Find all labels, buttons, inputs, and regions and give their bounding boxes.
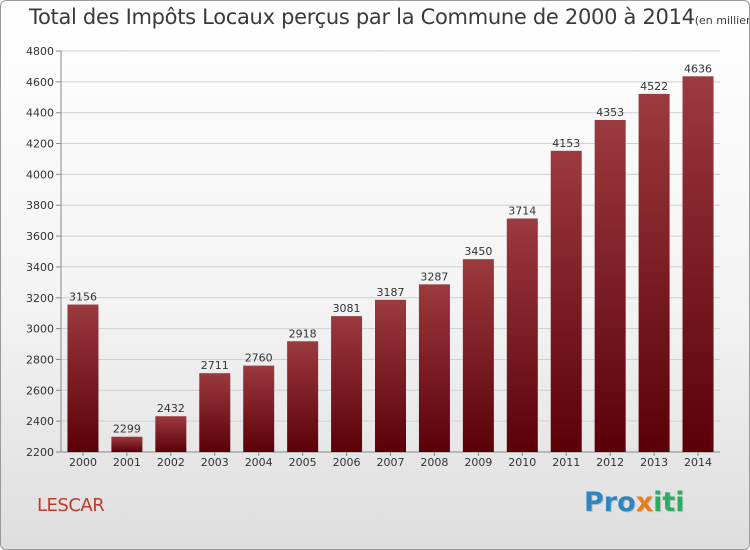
y-tick-label: 2400: [26, 415, 54, 428]
bar-2005: [287, 341, 319, 452]
x-tick-label-2010: 2010: [508, 456, 536, 469]
bar-2014: [682, 76, 714, 452]
bar-2009: [462, 259, 494, 452]
x-tick-label-2009: 2009: [464, 456, 492, 469]
x-tick-label-2014: 2014: [684, 456, 712, 469]
bar-2001: [111, 436, 143, 452]
bar-2000: [67, 304, 99, 452]
logo-letter: i: [653, 487, 663, 518]
commune-name: LESCAR: [37, 495, 105, 516]
bar-2006: [331, 316, 363, 452]
y-tick-label: 3600: [26, 230, 54, 243]
y-tick-label: 3200: [26, 292, 54, 305]
data-label-2009: 3450: [464, 245, 492, 258]
logo-letter: x: [635, 487, 654, 518]
y-tick-label: 4600: [26, 76, 54, 89]
bar-2007: [375, 299, 406, 452]
y-tick-label: 4800: [26, 45, 54, 58]
x-tick-label-2001: 2001: [113, 456, 141, 469]
y-tick-label: 2800: [26, 353, 54, 366]
data-label-2007: 3187: [377, 286, 405, 299]
logo-letter: P: [584, 487, 604, 518]
y-tick-label: 4200: [26, 138, 54, 151]
bar-2004: [243, 365, 275, 452]
data-label-2000: 3156: [69, 291, 97, 304]
bar-2013: [638, 93, 670, 452]
chart-unit-note: (en milliers d'€): [694, 14, 749, 27]
y-tick-label: 4000: [26, 168, 54, 181]
x-tick-label-2006: 2006: [333, 456, 361, 469]
proxiti-logo: Proxiti: [584, 487, 685, 518]
logo-letter: i: [675, 487, 685, 518]
y-tick-label: 2200: [26, 446, 54, 459]
y-tick-label: 3800: [26, 199, 54, 212]
data-label-2002: 2432: [157, 402, 185, 415]
x-tick-label-2004: 2004: [245, 456, 273, 469]
x-tick-label-2012: 2012: [596, 456, 624, 469]
bar-2002: [155, 416, 187, 452]
data-label-2006: 3081: [333, 302, 361, 315]
x-tick-label-2013: 2013: [640, 456, 668, 469]
data-label-2010: 3714: [508, 204, 536, 217]
data-label-2011: 4153: [552, 137, 580, 150]
chart-title-text: Total des Impôts Locaux perçus par la Co…: [29, 5, 695, 29]
data-label-2003: 2711: [201, 359, 229, 372]
y-tick-label: 4400: [26, 107, 54, 120]
logo-letter: t: [662, 487, 676, 518]
x-tick-labels: 2000 2001 2002 2003 2004 2005 2006 2007 2008 2009…: [69, 452, 712, 469]
x-tick-label-2002: 2002: [157, 456, 185, 469]
y-tick-label: 3000: [26, 323, 54, 336]
x-tick-label-2011: 2011: [552, 456, 580, 469]
x-tick-label-2007: 2007: [377, 456, 405, 469]
bar-2011: [550, 150, 582, 453]
data-label-2014: 4636: [684, 62, 712, 75]
logo-letter: o: [617, 487, 636, 518]
data-label-2012: 4353: [596, 106, 624, 119]
data-label-2004: 2760: [245, 352, 273, 365]
y-tick-label: 2600: [26, 384, 54, 397]
data-label-2005: 2918: [289, 327, 317, 340]
bar-2008: [418, 284, 450, 452]
bar-2012: [594, 119, 626, 452]
data-label-2008: 3287: [420, 270, 448, 283]
bar-2010: [506, 218, 538, 452]
y-tick-label: 3400: [26, 261, 54, 274]
x-tick-label-2003: 2003: [201, 456, 229, 469]
data-label-2001: 2299: [113, 423, 141, 436]
x-tick-label-2000: 2000: [69, 456, 97, 469]
data-label-2013: 4522: [640, 80, 668, 93]
bars: [67, 76, 714, 453]
x-tick-label-2008: 2008: [420, 456, 448, 469]
data-labels: 3156 2299 2432 2711 2760 2918 3081 3187 3287 3450…: [69, 62, 712, 435]
y-tick-labels: 2200 2400 2600 2800 3000 3200 3400 3600 3800 4000…: [26, 45, 54, 459]
chart-title: Total des Impôts Locaux perçus par la Co…: [29, 5, 749, 29]
bar-2003: [199, 373, 231, 452]
x-tick-label-2005: 2005: [289, 456, 317, 469]
logo-letter: r: [603, 487, 618, 518]
